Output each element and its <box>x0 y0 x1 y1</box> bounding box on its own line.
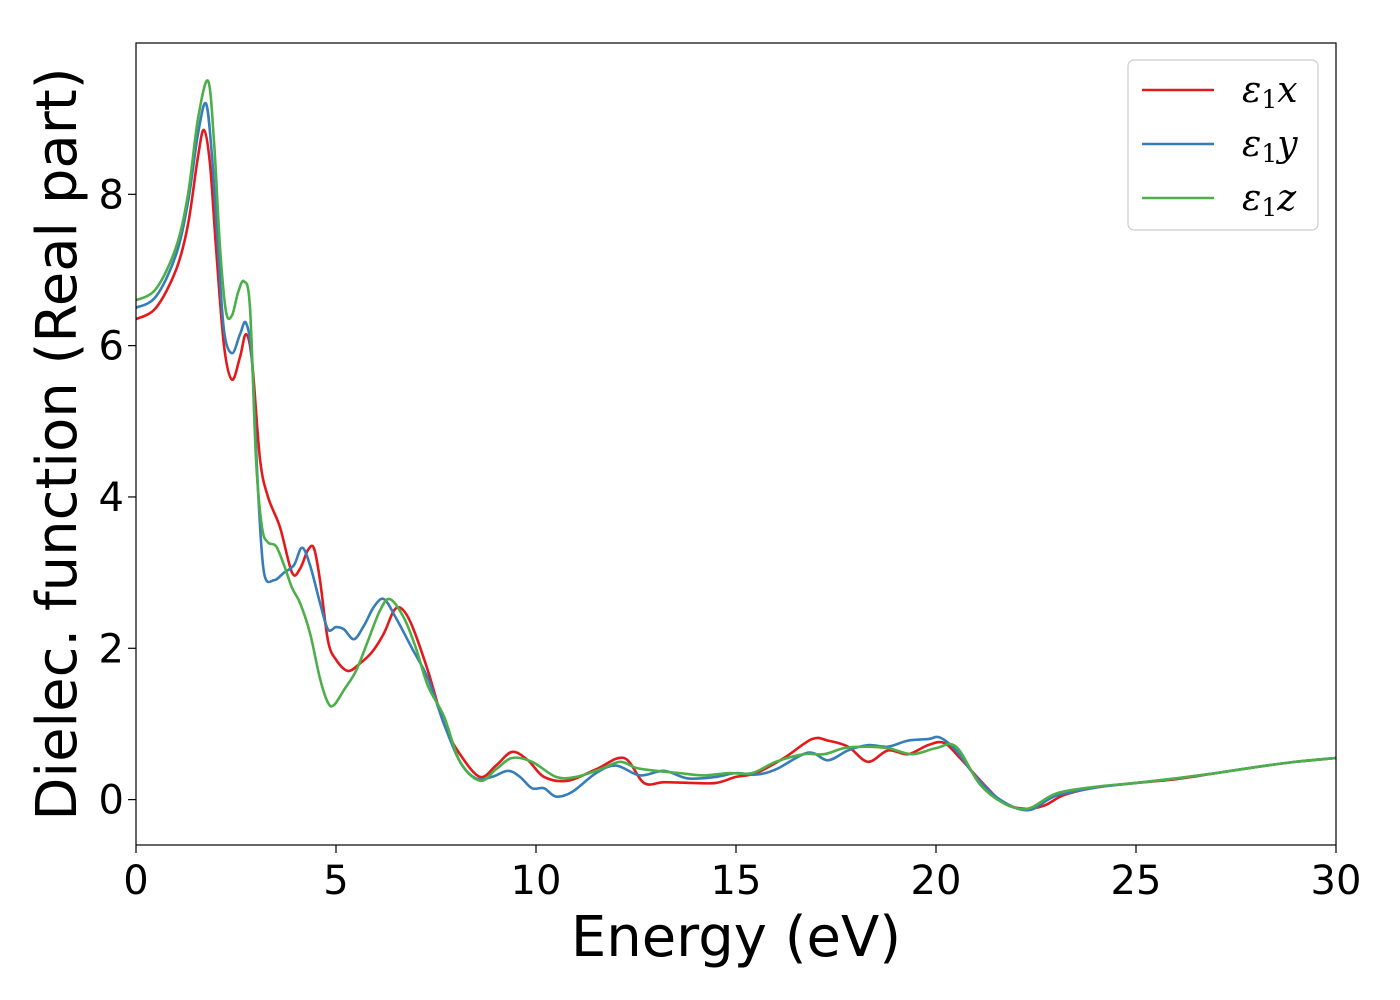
legend-label-z: ε1z <box>1242 178 1297 222</box>
legend-label-x: ε1x <box>1242 70 1298 114</box>
x-tick-label: 10 <box>511 858 562 904</box>
x-tick-label: 20 <box>911 858 962 904</box>
series-layer <box>136 79 1336 812</box>
y-tick-label: 4 <box>99 475 124 521</box>
legend-label-symbol: ε <box>1242 124 1261 165</box>
legend-label-y: ε1y <box>1242 124 1298 168</box>
y-tick-label: 8 <box>99 172 124 218</box>
y-tick-label: 6 <box>99 324 124 370</box>
x-tick-label: 0 <box>123 858 148 904</box>
x-tick-label: 15 <box>711 858 762 904</box>
legend-label-component: x <box>1277 70 1297 111</box>
legend-label-component: y <box>1275 124 1298 165</box>
y-tick-label: 0 <box>99 778 124 824</box>
legend-label-subscript: 1 <box>1261 139 1277 168</box>
x-tick-label: 30 <box>1311 858 1362 904</box>
y-tick-label: 2 <box>99 626 124 672</box>
legend-label-subscript: 1 <box>1261 85 1277 114</box>
x-axis-label: Energy (eV) <box>571 905 901 970</box>
legend-label-component: z <box>1276 178 1297 219</box>
series-line-z <box>136 79 1336 811</box>
x-tick-label: 25 <box>1111 858 1162 904</box>
legend-label-symbol: ε <box>1242 70 1261 111</box>
legend-box <box>1127 59 1319 231</box>
x-tick-label: 5 <box>323 858 348 904</box>
legend-label-subscript: 1 <box>1261 193 1277 222</box>
y-axis-label: Dielec. function (Real part) <box>25 67 90 820</box>
y-axis-ticks: 0 2 4 6 8 <box>99 172 136 824</box>
legend-label-symbol: ε <box>1242 178 1261 219</box>
x-axis-ticks: 0 5 10 15 20 25 30 <box>123 845 1361 904</box>
series-line-y <box>136 101 1336 812</box>
